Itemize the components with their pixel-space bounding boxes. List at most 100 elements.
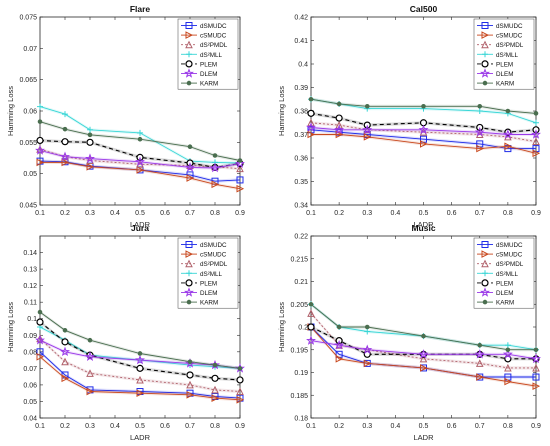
x-tick-label: 0.6 — [160, 423, 170, 430]
data-point — [419, 354, 428, 363]
chart-title: Music — [411, 223, 435, 233]
x-tick-label: 0.2 — [334, 210, 344, 217]
x-tick-label: 0.6 — [447, 423, 457, 430]
data-point — [307, 323, 315, 331]
series-5 — [306, 122, 541, 139]
legend-marker — [481, 31, 490, 39]
y-tick-label: 0.18 — [294, 416, 308, 423]
y-tick-label: 0.39 — [294, 85, 308, 92]
data-point — [136, 389, 145, 397]
x-tick-label: 0.7 — [185, 423, 195, 430]
data-point — [502, 349, 513, 359]
data-point — [136, 375, 144, 384]
legend-marker — [186, 270, 192, 277]
x-tick-label: 0.4 — [391, 210, 401, 217]
data-point — [37, 309, 43, 315]
data-point — [235, 158, 245, 168]
data-point — [137, 136, 143, 142]
y-tick-label: 0.35 — [294, 179, 308, 186]
legend-label: dS²PMDL — [200, 261, 228, 268]
data-point — [533, 347, 539, 353]
legend-label: dSMUDC — [200, 23, 227, 30]
chart-panel-cal500: Cal500 0.1 0.2 0.3 0.4 0.5 0.6 0.7 0.8 0.9 0.34 0.3… — [277, 4, 541, 229]
data-point — [186, 371, 194, 379]
data-point — [364, 324, 370, 330]
series-line — [40, 161, 241, 190]
series-6 — [37, 119, 243, 163]
y-tick-label: 0.06 — [23, 109, 37, 116]
legend-marker — [481, 60, 489, 68]
data-point — [307, 130, 316, 139]
x-tick-label: 0.3 — [85, 423, 95, 430]
data-point — [476, 108, 483, 114]
data-point — [504, 363, 512, 372]
legend: dSMUDC cSMUDC dS²PMDL dS²MLL PLEM DLEM KARM — [177, 237, 239, 309]
legend-label: PLEM — [200, 61, 217, 68]
legend-label: DLEM — [496, 71, 514, 78]
data-point — [306, 122, 316, 132]
chart-panel-music: Music 0.1 0.2 0.3 0.4 0.5 0.6 0.7 0.8 0.9 0.18 0.18… — [277, 223, 541, 442]
legend-marker — [480, 287, 490, 297]
x-tick-label: 0.9 — [531, 423, 541, 430]
x-tick-label: 0.7 — [475, 210, 485, 217]
data-point — [62, 126, 68, 132]
data-point — [186, 391, 195, 399]
data-point — [211, 394, 220, 402]
data-point — [532, 149, 541, 158]
y-tick-label: 0.06 — [23, 382, 37, 389]
y-tick-label: 0.4 — [298, 62, 308, 69]
x-tick-label: 0.5 — [135, 210, 145, 217]
data-point — [86, 387, 95, 396]
data-point — [308, 96, 314, 102]
legend-marker — [185, 22, 193, 29]
data-point — [475, 359, 484, 367]
y-tick-label: 0.42 — [294, 15, 308, 22]
legend-marker — [482, 51, 488, 58]
legend-label: DLEM — [200, 290, 218, 297]
x-tick-label: 0.6 — [447, 210, 457, 217]
legend-marker — [185, 40, 193, 49]
data-point — [185, 162, 195, 172]
data-point — [477, 342, 483, 348]
data-point — [137, 129, 143, 136]
y-axis-label: Hamming Loss — [6, 302, 15, 352]
data-point — [60, 151, 70, 161]
series-band — [311, 311, 536, 370]
data-point — [61, 357, 69, 366]
data-point — [87, 337, 93, 343]
data-point — [236, 376, 244, 384]
x-axis-label: LADR — [413, 433, 434, 442]
legend-label: dS²MLL — [200, 52, 223, 59]
x-tick-label: 0.4 — [110, 210, 120, 217]
legend-marker — [480, 68, 490, 78]
legend-label: dS²MLL — [200, 271, 223, 278]
data-point — [135, 156, 145, 166]
data-point — [474, 349, 485, 359]
data-point — [307, 109, 315, 117]
data-point — [187, 144, 193, 150]
data-point — [477, 104, 483, 109]
legend-marker — [481, 22, 489, 29]
data-point — [236, 176, 244, 184]
legend-label: DLEM — [496, 290, 514, 297]
data-point — [533, 111, 539, 116]
legend-marker — [481, 250, 490, 258]
y-tick-label: 0.05 — [23, 399, 37, 406]
data-point — [210, 162, 220, 173]
data-point — [476, 373, 484, 381]
data-point — [418, 124, 429, 135]
data-point — [37, 103, 43, 110]
series-6 — [37, 309, 243, 371]
data-point — [505, 347, 511, 353]
series-1 — [307, 323, 541, 390]
series-band — [311, 325, 536, 388]
data-point — [85, 153, 95, 163]
data-point — [35, 145, 45, 155]
x-tick-label: 0.7 — [185, 210, 195, 217]
x-tick-label: 0.4 — [110, 423, 120, 430]
y-tick-label: 0.07 — [23, 46, 37, 53]
legend-label: dS²MLL — [496, 52, 519, 59]
data-point — [87, 132, 93, 138]
legend-label: dS²PMDL — [496, 42, 524, 49]
